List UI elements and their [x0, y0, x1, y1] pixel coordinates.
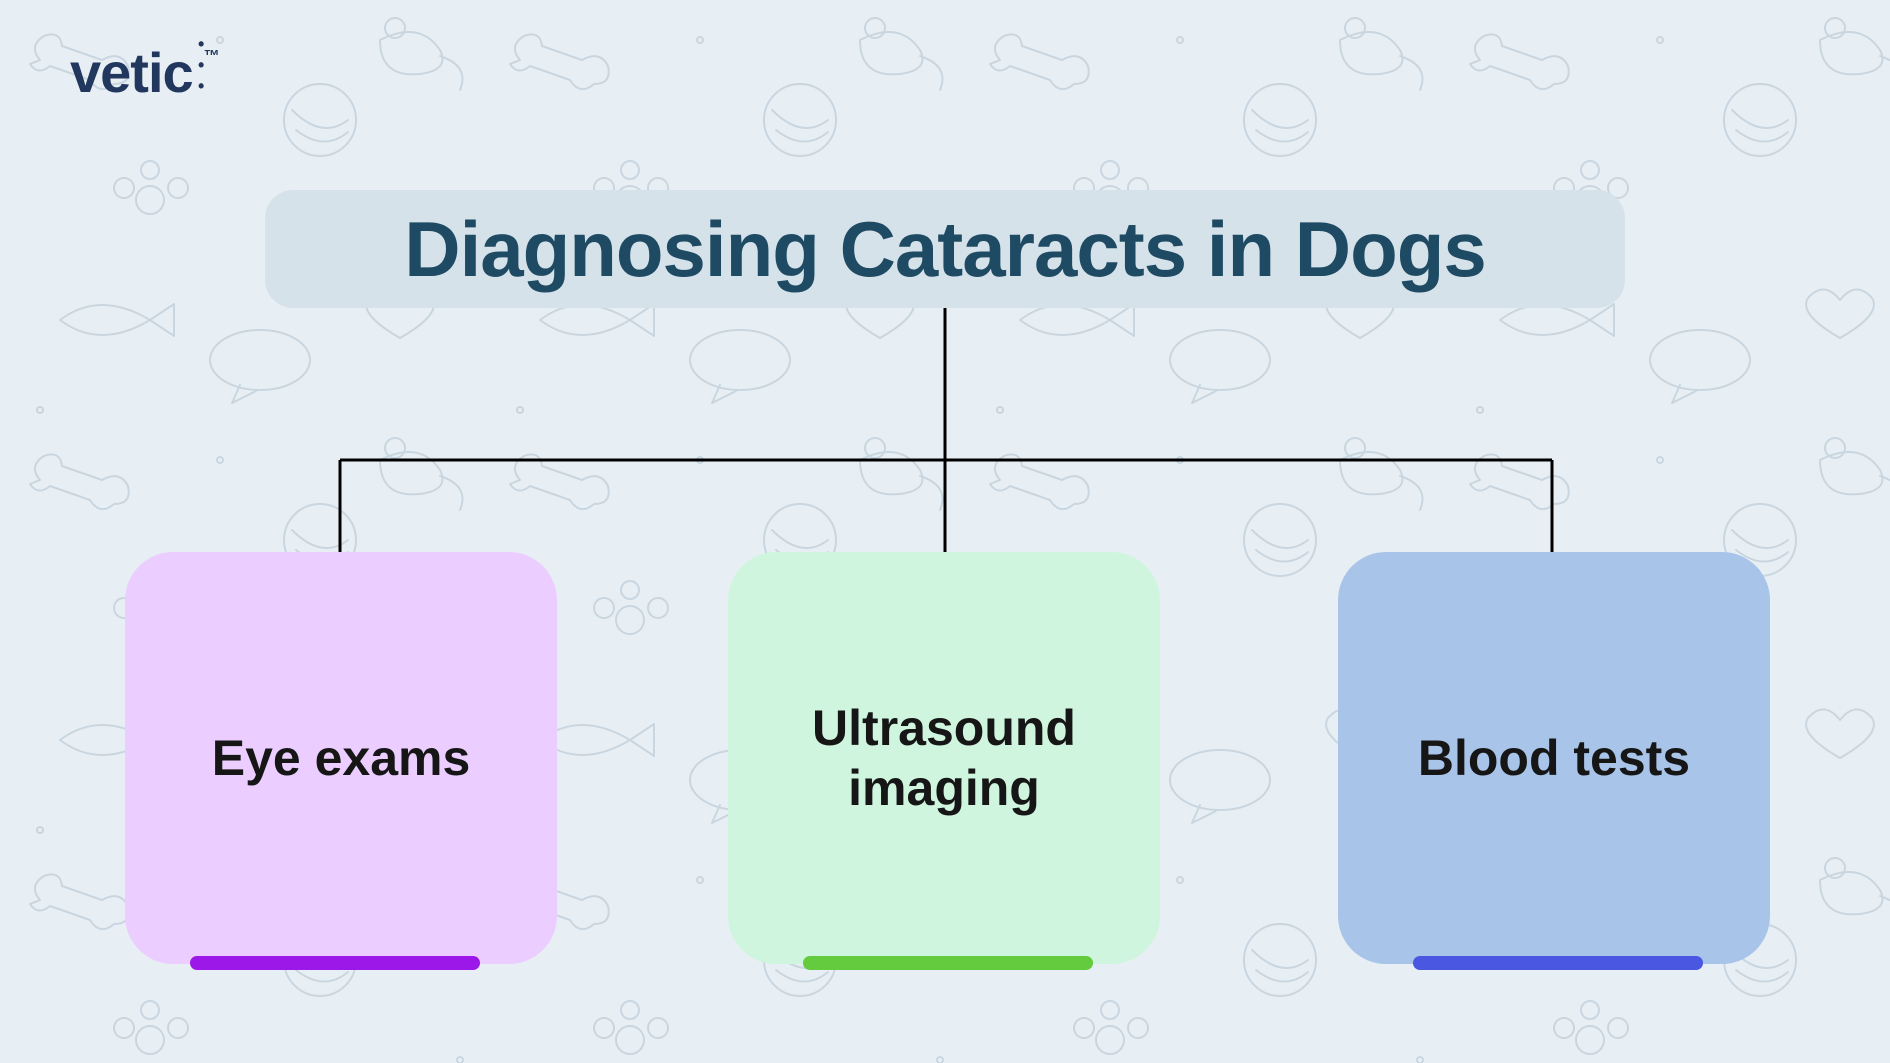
card-eye-exams: Eye exams: [125, 552, 557, 964]
card-accent-bar: [803, 956, 1093, 970]
card-accent-bar: [190, 956, 480, 970]
page-title: Diagnosing Cataracts in Dogs: [404, 204, 1486, 295]
card-label: Ultrasound imaging: [728, 698, 1160, 818]
infographic-canvas: vetic • • • ™ Diagnosing Cataracts in Do…: [0, 0, 1890, 1063]
card-label: Eye exams: [182, 728, 501, 788]
card-blood-tests: Blood tests: [1338, 552, 1770, 964]
card-ultrasound-imaging: Ultrasound imaging: [728, 552, 1160, 964]
logo-trademark: ™: [204, 48, 219, 66]
logo-text: vetic: [70, 41, 193, 104]
card-accent-bar: [1413, 956, 1703, 970]
card-label: Blood tests: [1388, 728, 1720, 788]
brand-logo: vetic • • • ™: [70, 40, 193, 105]
title-box: Diagnosing Cataracts in Dogs: [265, 190, 1625, 308]
